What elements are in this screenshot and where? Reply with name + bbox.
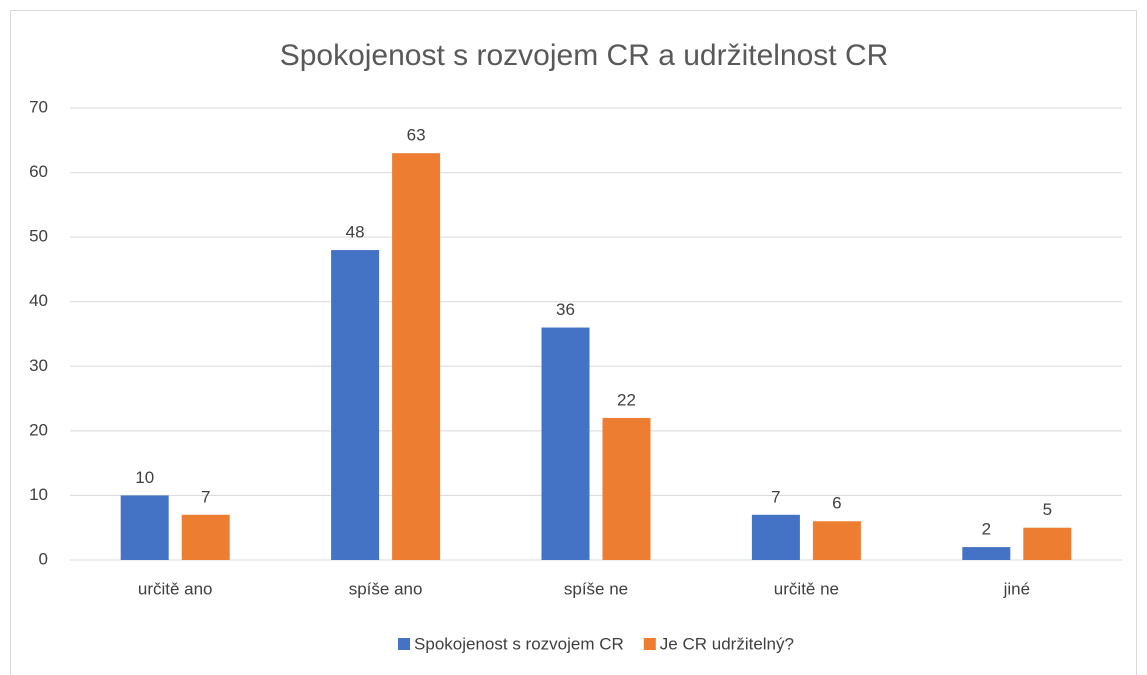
data-label: 2 <box>982 520 991 539</box>
y-tick-label: 10 <box>29 485 48 504</box>
legend-label: Je CR udržitelný? <box>660 634 794 653</box>
data-label: 36 <box>556 300 575 319</box>
y-tick-label: 50 <box>29 227 48 246</box>
data-label: 5 <box>1043 500 1052 519</box>
x-tick-label: spíše ne <box>564 579 628 598</box>
x-tick-label: jiné <box>1003 579 1030 598</box>
data-label: 22 <box>617 390 636 409</box>
bar <box>120 495 169 560</box>
legend-label: Spokojenost s rozvojem CR <box>414 634 624 653</box>
bar <box>962 547 1011 560</box>
data-label: 48 <box>346 223 365 242</box>
bar <box>812 521 861 560</box>
data-label: 6 <box>832 494 841 513</box>
data-label: 10 <box>135 468 154 487</box>
y-tick-label: 30 <box>29 356 48 375</box>
x-tick-label: určitě ne <box>774 579 839 598</box>
bar <box>751 514 800 560</box>
bar <box>1023 527 1072 560</box>
legend-swatch <box>643 638 656 650</box>
y-tick-label: 40 <box>29 291 48 310</box>
data-label: 7 <box>201 487 210 506</box>
bar <box>541 327 590 560</box>
x-tick-label: určitě ano <box>138 579 213 598</box>
bar <box>181 514 230 560</box>
bar <box>331 250 380 561</box>
y-tick-label: 70 <box>29 97 48 116</box>
y-tick-label: 20 <box>29 420 48 439</box>
chart-title: Spokojenost s rozvojem CR a udržitelnost… <box>280 39 889 72</box>
data-label: 7 <box>771 487 780 506</box>
y-tick-label: 60 <box>29 162 48 181</box>
x-tick-label: spíše ano <box>349 579 423 598</box>
y-tick-label: 0 <box>39 549 48 568</box>
legend-swatch <box>398 638 411 650</box>
bar <box>392 153 441 560</box>
data-label: 63 <box>407 126 426 145</box>
bar <box>602 417 651 560</box>
